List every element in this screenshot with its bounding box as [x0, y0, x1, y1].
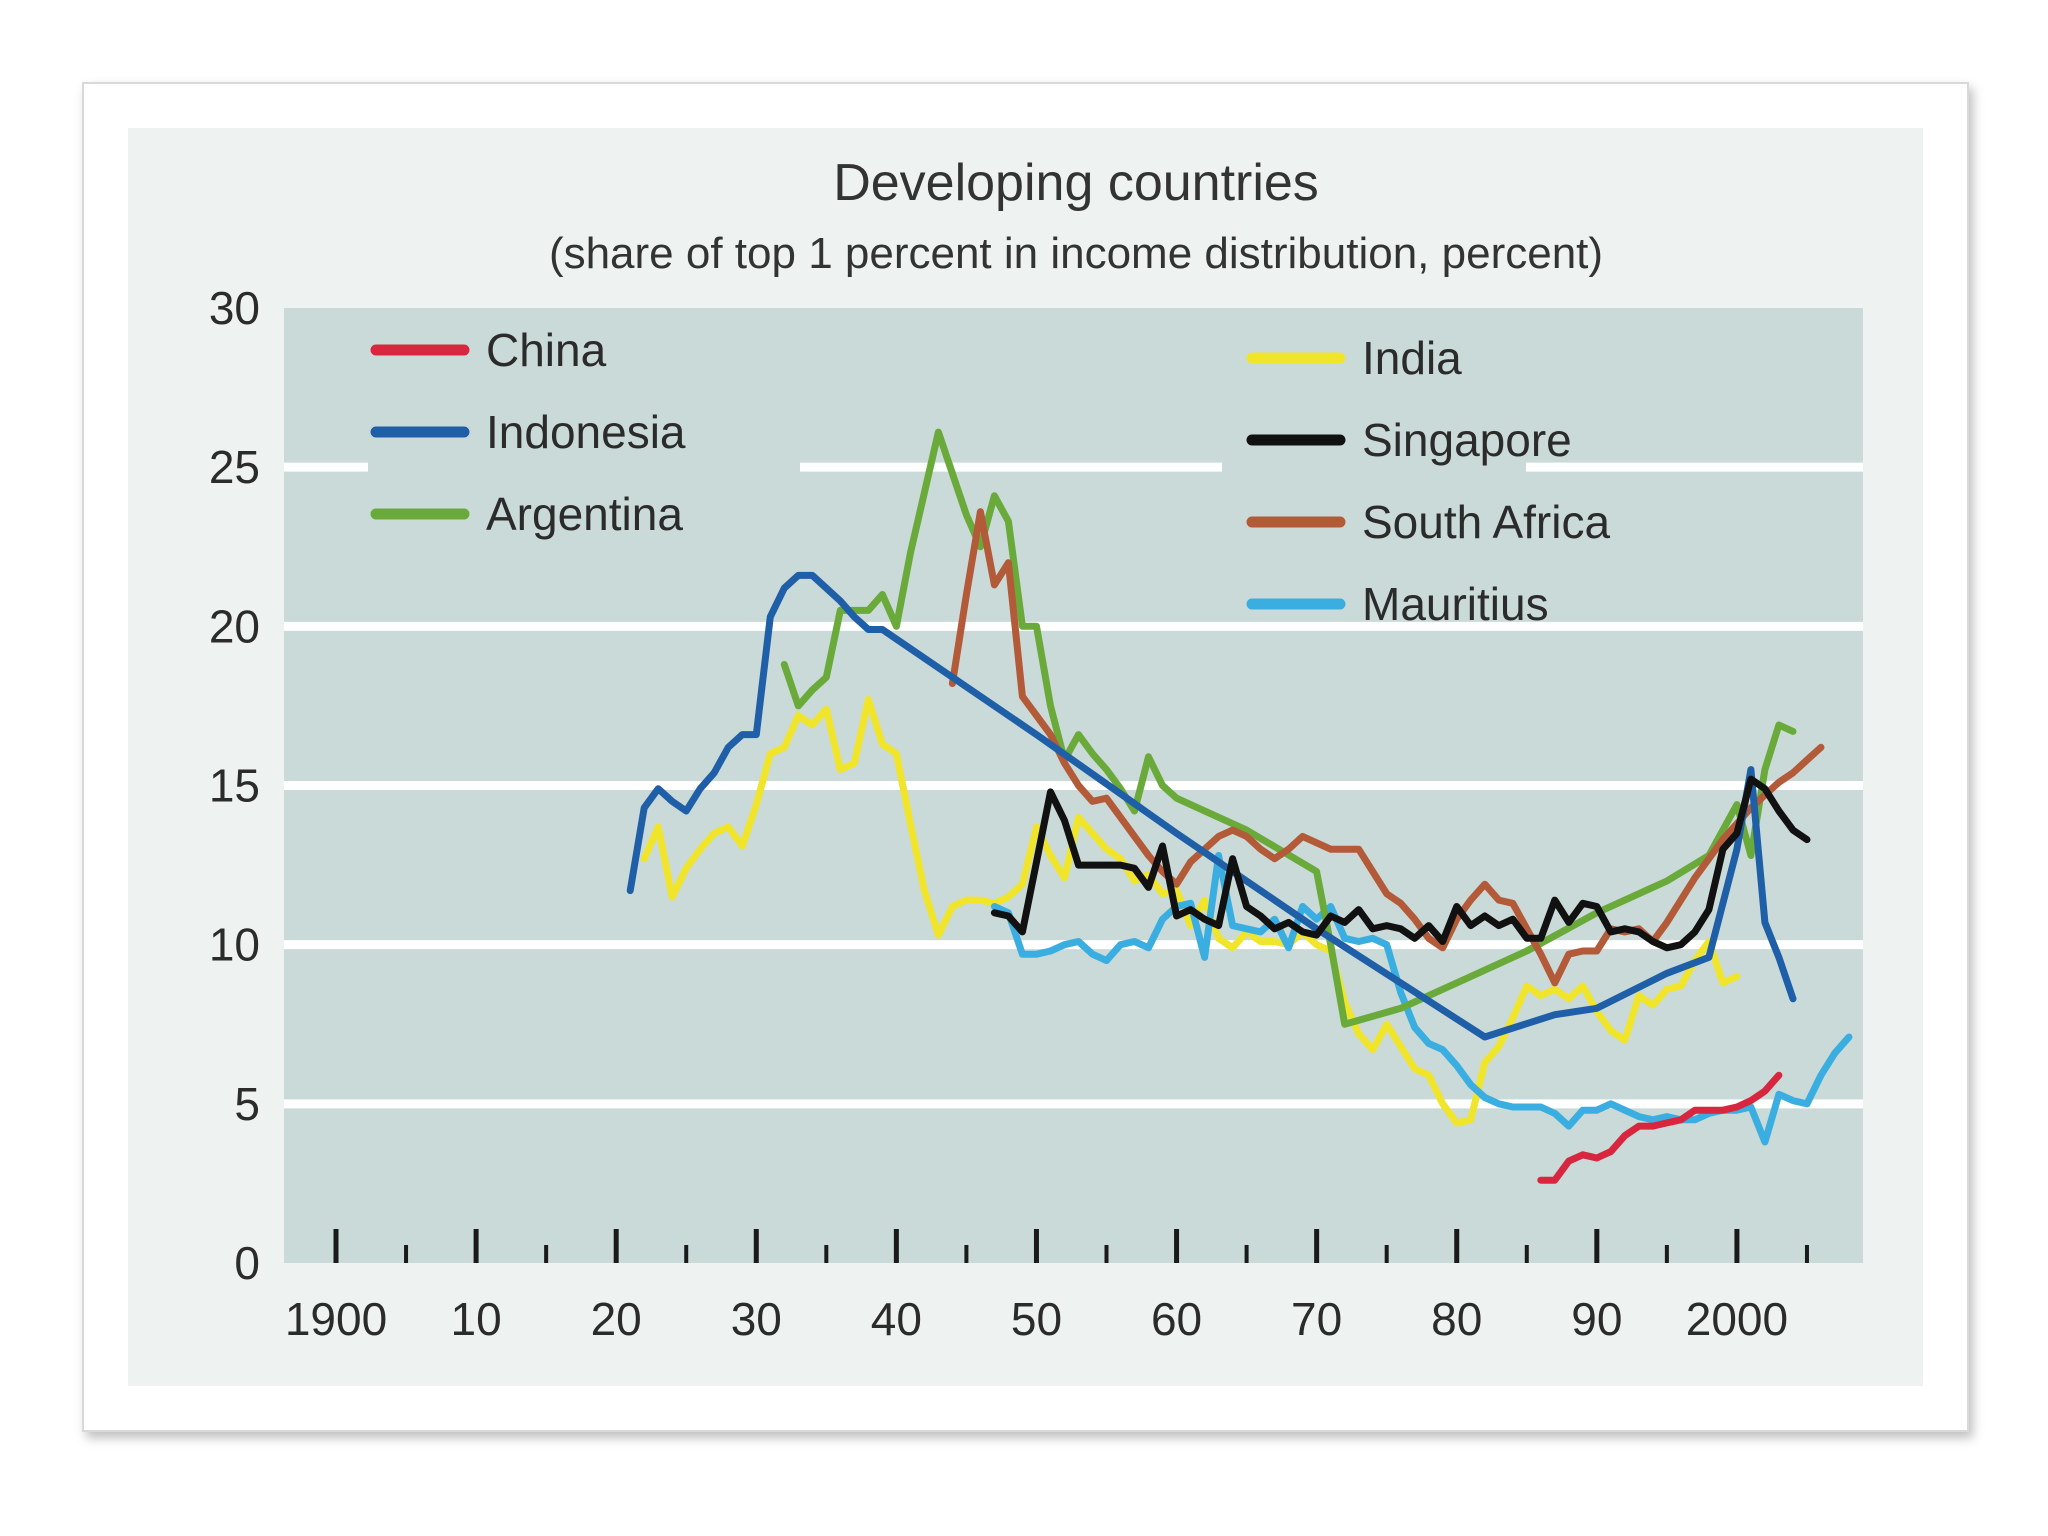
y-tick-label-25: 25: [209, 441, 260, 493]
y-tick-label-20: 20: [209, 600, 260, 652]
series-line-china: [1537, 1071, 1783, 1184]
series-line-south-africa: [948, 508, 1825, 987]
y-tick-label-5: 5: [234, 1078, 260, 1130]
legend-label-south-africa: South Africa: [1362, 496, 1610, 548]
series-line-indonesia: [626, 571, 1797, 1041]
chart-svg: Developing countries (share of top 1 per…: [209, 154, 1863, 1345]
series-line-india: [640, 696, 1741, 1127]
chart-title: Developing countries: [833, 154, 1319, 212]
legend-label-mauritius: Mauritius: [1362, 578, 1549, 630]
x-tick-label-90: 90: [1571, 1293, 1622, 1345]
series-line-singapore: [990, 775, 1811, 952]
y-tick-label-30: 30: [209, 282, 260, 334]
x-axis: 1900 10 20 30 40 50 60 70 80 90 2000: [285, 1229, 1809, 1345]
chart-panel: Developing countries (share of top 1 per…: [128, 128, 1923, 1386]
y-tick-label-0: 0: [234, 1237, 260, 1289]
legend-label-singapore: Singapore: [1362, 414, 1572, 466]
x-tick-label-10: 10: [451, 1293, 502, 1345]
series-lines: [626, 428, 1853, 1184]
x-tick-label-20: 20: [591, 1293, 642, 1345]
x-tick-label-2000: 2000: [1686, 1293, 1788, 1345]
x-tick-label-1900: 1900: [285, 1293, 387, 1345]
x-tick-label-30: 30: [731, 1293, 782, 1345]
y-tick-label-10: 10: [209, 919, 260, 971]
chart-subtitle: (share of top 1 percent in income distri…: [549, 229, 1603, 278]
legend-label-china: China: [486, 324, 607, 376]
chart-card: Developing countries (share of top 1 per…: [82, 82, 1969, 1432]
x-tick-label-70: 70: [1291, 1293, 1342, 1345]
y-axis: 0 5 10 15 20 25 30: [209, 282, 260, 1289]
series-line-mauritius: [990, 852, 1853, 1146]
x-tick-label-60: 60: [1151, 1293, 1202, 1345]
series-line-argentina: [780, 428, 1797, 1028]
x-tick-label-50: 50: [1011, 1293, 1062, 1345]
x-tick-label-40: 40: [871, 1293, 922, 1345]
legend-label-india: India: [1362, 332, 1462, 384]
legend-label-indonesia: Indonesia: [486, 406, 686, 458]
legend-label-argentina: Argentina: [486, 488, 683, 540]
y-tick-label-15: 15: [209, 760, 260, 812]
x-tick-label-80: 80: [1431, 1293, 1482, 1345]
legend: China Indonesia Argentina India Singapore Sou…: [370, 324, 1610, 630]
